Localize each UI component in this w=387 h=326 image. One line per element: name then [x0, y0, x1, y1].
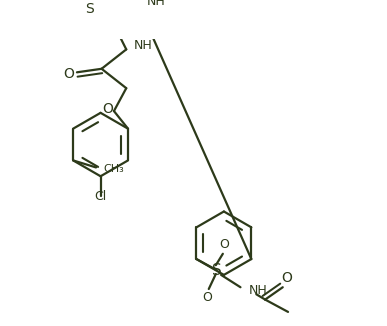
Text: S: S [212, 263, 222, 278]
Text: CH₃: CH₃ [103, 164, 124, 174]
Text: O: O [220, 238, 229, 251]
Text: O: O [63, 67, 74, 81]
Text: Cl: Cl [94, 190, 107, 203]
Text: NH: NH [248, 284, 267, 297]
Text: NH: NH [147, 0, 165, 8]
Text: O: O [102, 102, 113, 116]
Text: O: O [202, 291, 212, 304]
Text: S: S [85, 2, 94, 16]
Text: O: O [282, 272, 293, 286]
Text: NH: NH [134, 39, 153, 52]
